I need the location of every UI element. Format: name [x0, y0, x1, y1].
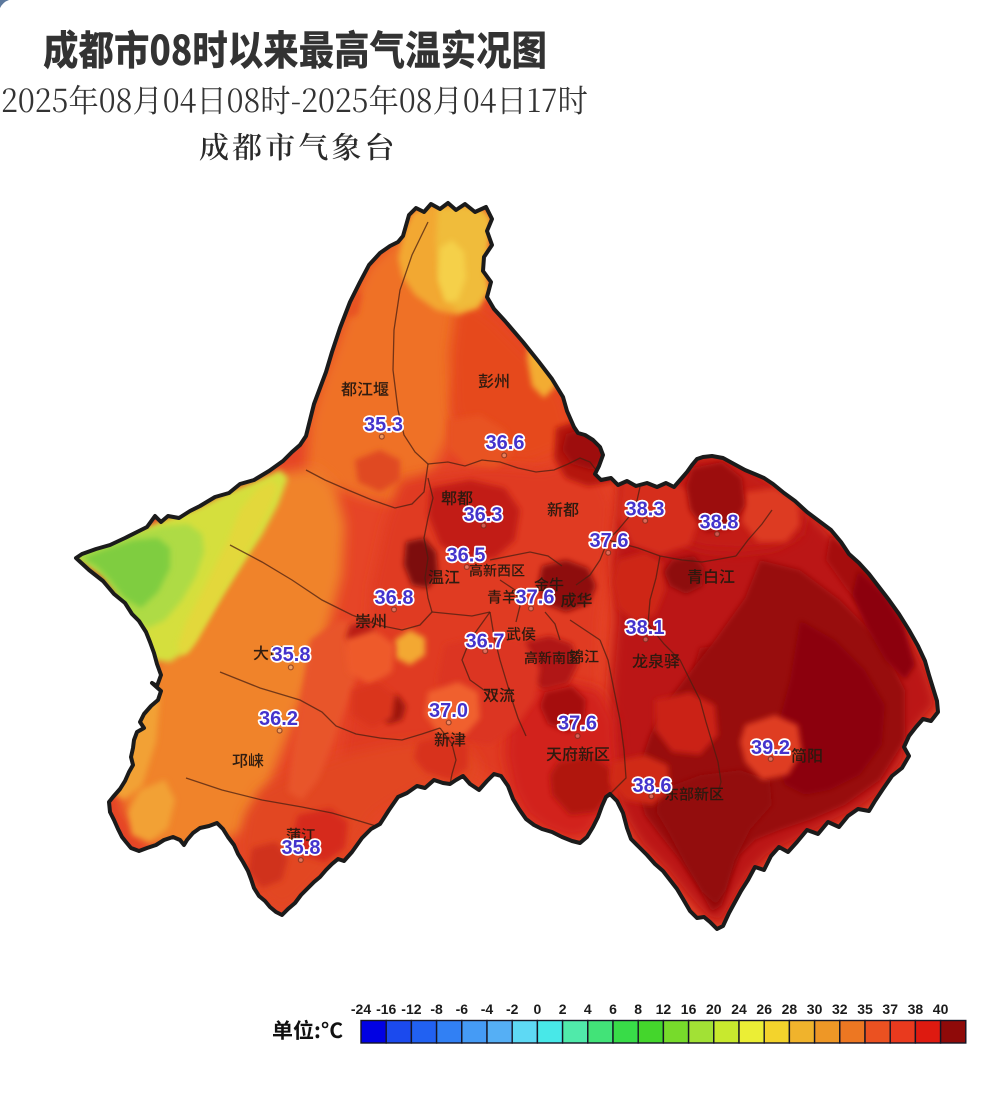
svg-text:36.6: 36.6: [486, 432, 525, 454]
svg-text:38.6: 38.6: [633, 775, 672, 797]
svg-text:37: 37: [882, 1001, 898, 1017]
svg-text:36.8: 36.8: [375, 587, 414, 609]
svg-text:-8: -8: [430, 1001, 443, 1017]
svg-text:39.2: 39.2: [751, 737, 790, 759]
svg-text:28: 28: [782, 1001, 798, 1017]
svg-text:-12: -12: [401, 1001, 421, 1017]
svg-text:6: 6: [609, 1001, 617, 1017]
svg-text:36.3: 36.3: [464, 504, 503, 526]
svg-text:8: 8: [634, 1001, 642, 1017]
svg-text:2: 2: [559, 1001, 567, 1017]
svg-text:32: 32: [832, 1001, 848, 1017]
svg-text:40: 40: [933, 1001, 949, 1017]
svg-text:-2: -2: [506, 1001, 519, 1017]
svg-text:35: 35: [857, 1001, 873, 1017]
svg-text:38: 38: [908, 1001, 924, 1017]
svg-text:20: 20: [706, 1001, 722, 1017]
svg-text:37.6: 37.6: [590, 530, 629, 552]
svg-text:30: 30: [807, 1001, 823, 1017]
svg-text:38.8: 38.8: [700, 512, 739, 534]
svg-text:-4: -4: [481, 1001, 494, 1017]
svg-text:24: 24: [731, 1001, 747, 1017]
svg-text:38.3: 38.3: [626, 498, 665, 520]
svg-text:38.1: 38.1: [626, 617, 665, 639]
svg-text:4: 4: [584, 1001, 592, 1017]
svg-text:16: 16: [681, 1001, 697, 1017]
svg-text:0: 0: [534, 1001, 542, 1017]
svg-text:37.0: 37.0: [429, 700, 468, 722]
svg-text:35.3: 35.3: [364, 414, 403, 436]
svg-text:36.5: 36.5: [447, 545, 486, 567]
svg-text:-24: -24: [351, 1001, 371, 1017]
svg-text:26: 26: [756, 1001, 772, 1017]
svg-text:12: 12: [656, 1001, 672, 1017]
svg-text:36.2: 36.2: [259, 708, 298, 730]
svg-text:35.8: 35.8: [282, 837, 321, 859]
svg-text:-16: -16: [376, 1001, 396, 1017]
svg-text:36.7: 36.7: [466, 631, 505, 653]
svg-text:37.6: 37.6: [516, 586, 555, 608]
svg-text:37.6: 37.6: [558, 713, 597, 735]
svg-text:-6: -6: [456, 1001, 469, 1017]
svg-text:35.8: 35.8: [272, 644, 311, 666]
